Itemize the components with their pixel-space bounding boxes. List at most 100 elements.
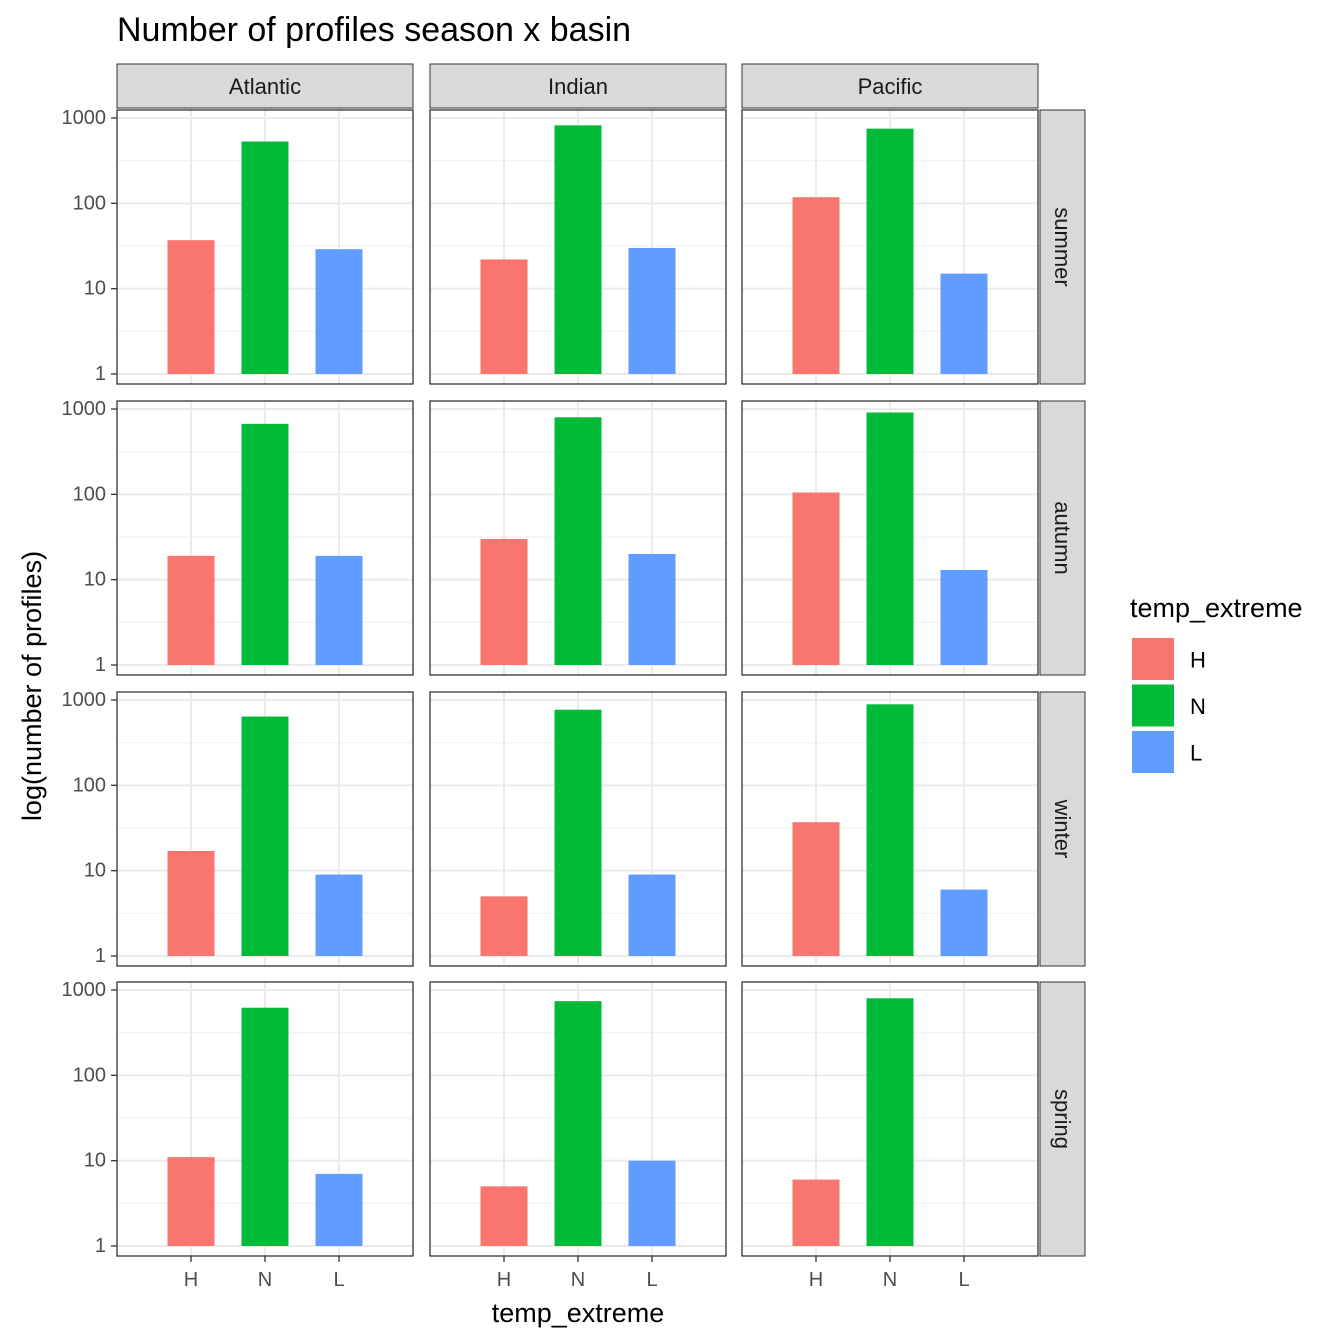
bar-l (315, 874, 363, 956)
bar-h (167, 851, 215, 956)
legend-item-h: H (1132, 638, 1206, 680)
bar-l (315, 249, 363, 374)
row-strip-label: autumn (1050, 501, 1075, 574)
legend-key (1132, 638, 1174, 680)
column-strip-pacific: Pacific (741, 63, 1039, 109)
panel-summer-pacific (741, 109, 1039, 385)
panel-border (741, 109, 1039, 385)
bar-n (554, 125, 602, 374)
column-strip-bg (116, 63, 414, 109)
row-strip-label: winter (1050, 799, 1075, 859)
bar-n (866, 704, 914, 956)
panel-summer-indian (429, 109, 727, 385)
y-tick-label: 100 (73, 774, 106, 796)
bar-l (628, 247, 676, 374)
row-strip-bg (1039, 981, 1086, 1257)
row-strip-label: summer (1050, 207, 1075, 286)
bar-h (792, 197, 840, 374)
column-strips: Atlantic Indian Pacific (116, 63, 1039, 109)
panel-autumn-pacific (741, 400, 1039, 676)
y-tick-label: 10 (84, 278, 106, 300)
y-tick-label: 1 (95, 654, 106, 676)
bar-l (628, 1160, 676, 1246)
legend-items: HNL (1132, 638, 1206, 773)
panel-winter-indian (429, 691, 727, 967)
panel-border (429, 691, 727, 967)
bar-n (554, 709, 602, 956)
y-axis-title: log(number of profiles) (17, 551, 47, 821)
panel-summer-atlantic (116, 109, 414, 385)
bar-h (480, 259, 528, 374)
y-tick-label: 1 (95, 1235, 106, 1257)
row-strip-summer: summer (1039, 109, 1086, 385)
y-tick-label: 10 (84, 569, 106, 591)
bar-l (315, 1173, 363, 1246)
y-axes: 1 10 100 1000 1 10 100 1000 1 10 100 1000 1 10 100 1000 (62, 107, 117, 1257)
bar-h (167, 240, 215, 374)
bar-l (315, 555, 363, 665)
bar-h (792, 492, 840, 665)
row-strip-winter: winter (1039, 691, 1086, 967)
row-strip-bg (1039, 691, 1086, 967)
bar-h (167, 555, 215, 665)
y-tick-label: 10 (84, 860, 106, 882)
panel-spring-atlantic (116, 981, 414, 1257)
panel-border (116, 109, 414, 385)
bar-h (792, 1179, 840, 1246)
bar-n (866, 128, 914, 374)
panel-autumn-atlantic (116, 400, 414, 676)
bar-n (866, 998, 914, 1246)
y-tick-label: 100 (73, 483, 106, 505)
bar-h (480, 896, 528, 956)
column-strip-atlantic: Atlantic (116, 63, 414, 109)
row-strip-bg (1039, 400, 1086, 676)
y-tick-label: 1 (95, 363, 106, 385)
row-strip-bg (1039, 109, 1086, 385)
column-strip-indian: Indian (429, 63, 727, 109)
legend-key (1132, 731, 1174, 773)
x-tick-label: H (809, 1269, 823, 1291)
x-tick-label: L (646, 1269, 657, 1291)
row-strip-spring: spring (1039, 981, 1086, 1257)
bar-h (167, 1157, 215, 1246)
legend-label: L (1190, 741, 1202, 766)
bar-l (628, 553, 676, 665)
bar-l (628, 874, 676, 956)
panel-border (429, 400, 727, 676)
legend-title: temp_extreme (1130, 593, 1303, 623)
bar-n (866, 412, 914, 665)
panel-spring-pacific (741, 981, 1039, 1257)
y-axis-winter: 1 10 100 1000 (62, 689, 117, 967)
column-strip-bg (741, 63, 1039, 109)
chart-title: Number of profiles season x basin (117, 11, 631, 49)
legend: temp_extreme HNL (1130, 593, 1303, 773)
panel-winter-atlantic (116, 691, 414, 967)
panel-autumn-indian (429, 400, 727, 676)
bar-n (554, 417, 602, 665)
x-tick-label: N (883, 1269, 897, 1291)
legend-item-n: N (1132, 684, 1206, 727)
y-axis-spring: 1 10 100 1000 (62, 979, 117, 1257)
x-tick-label: H (497, 1269, 511, 1291)
y-tick-label: 100 (73, 1064, 106, 1086)
bar-l (940, 273, 988, 374)
column-strip-label: Indian (548, 74, 608, 99)
bar-n (554, 1001, 602, 1246)
panel-border (116, 691, 414, 967)
bar-h (480, 538, 528, 665)
panel-border (116, 400, 414, 676)
x-tick-label: L (958, 1269, 969, 1291)
bar-l (940, 889, 988, 956)
bar-n (241, 1007, 289, 1246)
column-strip-label: Pacific (858, 74, 923, 99)
y-tick-label: 1000 (62, 979, 107, 1001)
panel-winter-pacific (741, 691, 1039, 967)
x-tick-label: L (333, 1269, 344, 1291)
y-axis-summer: 1 10 100 1000 (62, 107, 117, 385)
panel-border (429, 109, 727, 385)
y-axis-autumn: 1 10 100 1000 (62, 398, 117, 676)
